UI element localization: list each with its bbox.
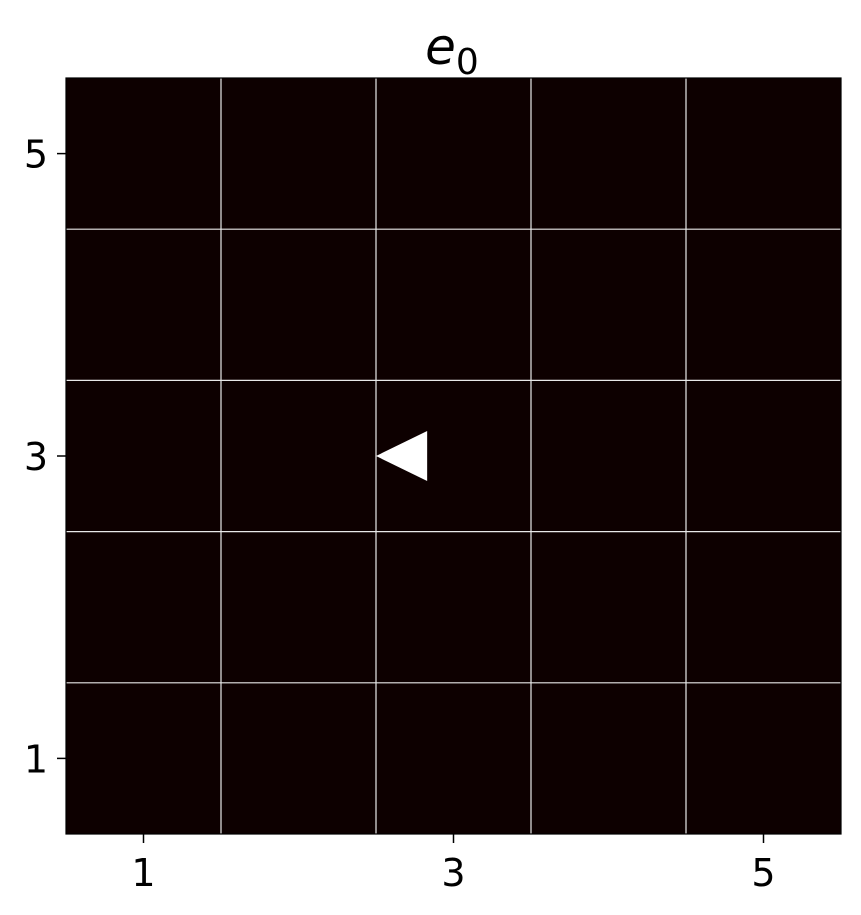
heatmap-cell bbox=[66, 380, 221, 532]
heatmap-cell bbox=[531, 531, 686, 683]
axes: 1 3 5 1 3 5 bbox=[24, 77, 842, 895]
heatmap-cell bbox=[686, 380, 841, 532]
heatmap-cell bbox=[531, 229, 686, 381]
x-tick-label: 3 bbox=[441, 851, 465, 895]
y-tick-label: 1 bbox=[24, 737, 48, 781]
heatmap-cell bbox=[531, 682, 686, 834]
chart-title: e0 bbox=[425, 18, 479, 83]
plot-area bbox=[66, 78, 841, 834]
heatmap-cell bbox=[531, 380, 686, 532]
heatmap-cell bbox=[531, 78, 686, 230]
x-tick-label: 1 bbox=[131, 851, 155, 895]
heatmap-cell bbox=[221, 531, 376, 683]
heatmap-cell bbox=[376, 229, 531, 381]
heatmap-cell bbox=[376, 531, 531, 683]
x-tick-label: 5 bbox=[751, 851, 775, 895]
agent-marker bbox=[376, 431, 428, 481]
heatmap-cell bbox=[221, 78, 376, 230]
heatmap-cell bbox=[66, 682, 221, 834]
chart-title-subscript: 0 bbox=[456, 42, 479, 83]
y-tick-label: 3 bbox=[24, 435, 48, 479]
heatmap-cell bbox=[376, 682, 531, 834]
heatmap-cell bbox=[66, 531, 221, 683]
heatmap-cell bbox=[221, 229, 376, 381]
chart-title-main: e bbox=[425, 18, 456, 76]
agent-layer bbox=[376, 431, 428, 481]
heatmap-cell bbox=[221, 380, 376, 532]
heatmap-cell bbox=[686, 531, 841, 683]
heatmap-cell bbox=[686, 229, 841, 381]
heatmap-cell bbox=[221, 682, 376, 834]
heatmap-cell bbox=[686, 78, 841, 230]
heatmap-cell bbox=[376, 78, 531, 230]
heatmap-cell bbox=[686, 682, 841, 834]
y-tick-label: 5 bbox=[24, 133, 48, 177]
heatmap-cell bbox=[66, 229, 221, 381]
heatmap-cell bbox=[66, 78, 221, 230]
